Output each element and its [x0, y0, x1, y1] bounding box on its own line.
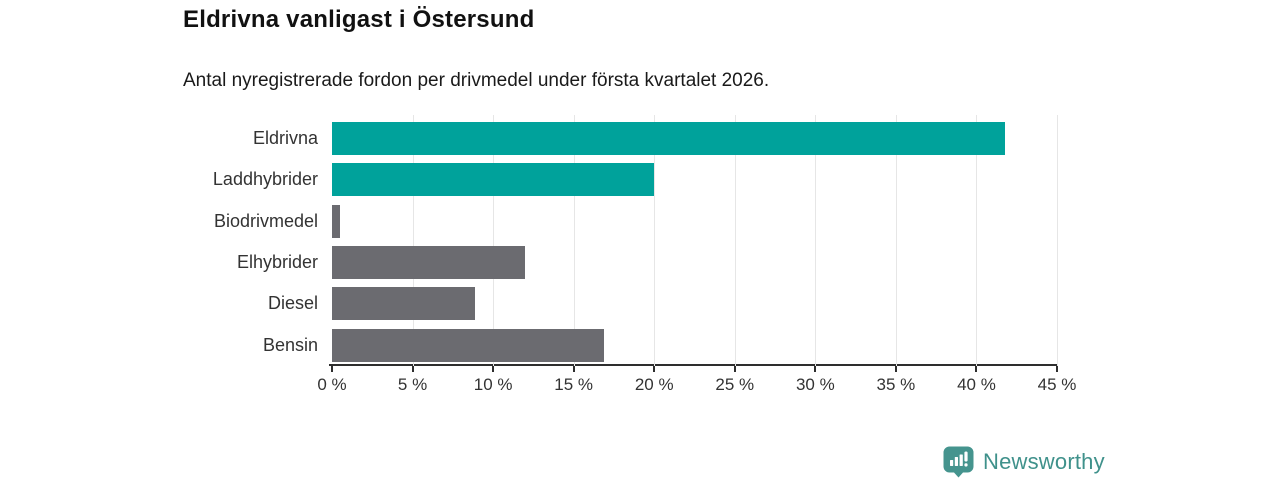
gridline-20 — [654, 115, 656, 366]
x-tick-15 — [572, 366, 575, 372]
gridline-45 — [1057, 115, 1058, 366]
category-label-bensin: Bensin — [262, 334, 318, 355]
x-tick-0 — [331, 366, 333, 372]
x-tick-10 — [492, 366, 495, 372]
category-label-diesel: Diesel — [267, 293, 318, 314]
plot-area — [332, 115, 1058, 366]
gridline-10 — [493, 115, 495, 366]
gridline-25 — [734, 115, 736, 366]
newsworthy-wordmark: Newsworthy — [983, 449, 1105, 474]
x-tick-20 — [653, 366, 656, 372]
x-axis: 0 % 5 % 10 % 15 % 20 % 25 % 30 % 35 % 40 % 45 % — [317, 366, 1076, 406]
newsworthy-logo: Newsworthy — [943, 446, 1105, 478]
gridline-30 — [815, 115, 817, 366]
category-label-eldrivna: Eldrivna — [252, 128, 318, 148]
bar-bensin — [332, 328, 605, 362]
category-axis-labels: Eldrivna Laddhybrider Biodrivmedel Elhybrid… — [0, 115, 318, 366]
x-tick-label-25: 25 % — [715, 375, 755, 394]
x-axis-line — [329, 364, 1058, 366]
x-tick-30 — [814, 366, 817, 372]
chart-subtitle: Antal nyregistrerade fordon per drivmede… — [183, 70, 770, 91]
bar-eldrivna — [332, 122, 1006, 155]
gridline-35 — [895, 115, 897, 366]
x-tick-label-40: 40 % — [957, 375, 996, 394]
x-tick-label-10: 10 % — [473, 375, 513, 394]
x-tick-25 — [733, 366, 736, 372]
x-tick-label-35: 35 % — [876, 375, 916, 394]
x-tick-label-0: 0 % — [317, 375, 347, 394]
x-tick-35 — [894, 366, 897, 372]
x-tick-label-5: 5 % — [397, 375, 428, 394]
bar-biodrivmedel — [332, 204, 341, 238]
gridline-40 — [976, 115, 978, 366]
x-tick-label-30: 30 % — [795, 375, 835, 394]
x-tick-label-15: 15 % — [554, 375, 594, 394]
x-tick-5 — [411, 366, 414, 372]
category-label-elhybrider: Elhybrider — [236, 251, 318, 272]
gridline-15 — [573, 115, 575, 366]
x-tick-40 — [975, 366, 978, 372]
chart-title: Eldrivna vanligast i Östersund — [183, 6, 535, 33]
bar-diesel — [332, 287, 476, 321]
x-tick-45 — [1056, 366, 1058, 372]
x-tick-label-45: 45 % — [1037, 375, 1077, 394]
bar-laddhybrider — [332, 163, 655, 197]
category-label-biodrivmedel: Biodrivmedel — [213, 210, 318, 231]
category-label-laddhybrider: Laddhybrider — [212, 169, 318, 190]
bar-elhybrider — [332, 245, 526, 279]
newsworthy-icon — [943, 446, 974, 478]
gridline-5 — [412, 115, 414, 366]
x-tick-label-20: 20 % — [634, 375, 674, 394]
